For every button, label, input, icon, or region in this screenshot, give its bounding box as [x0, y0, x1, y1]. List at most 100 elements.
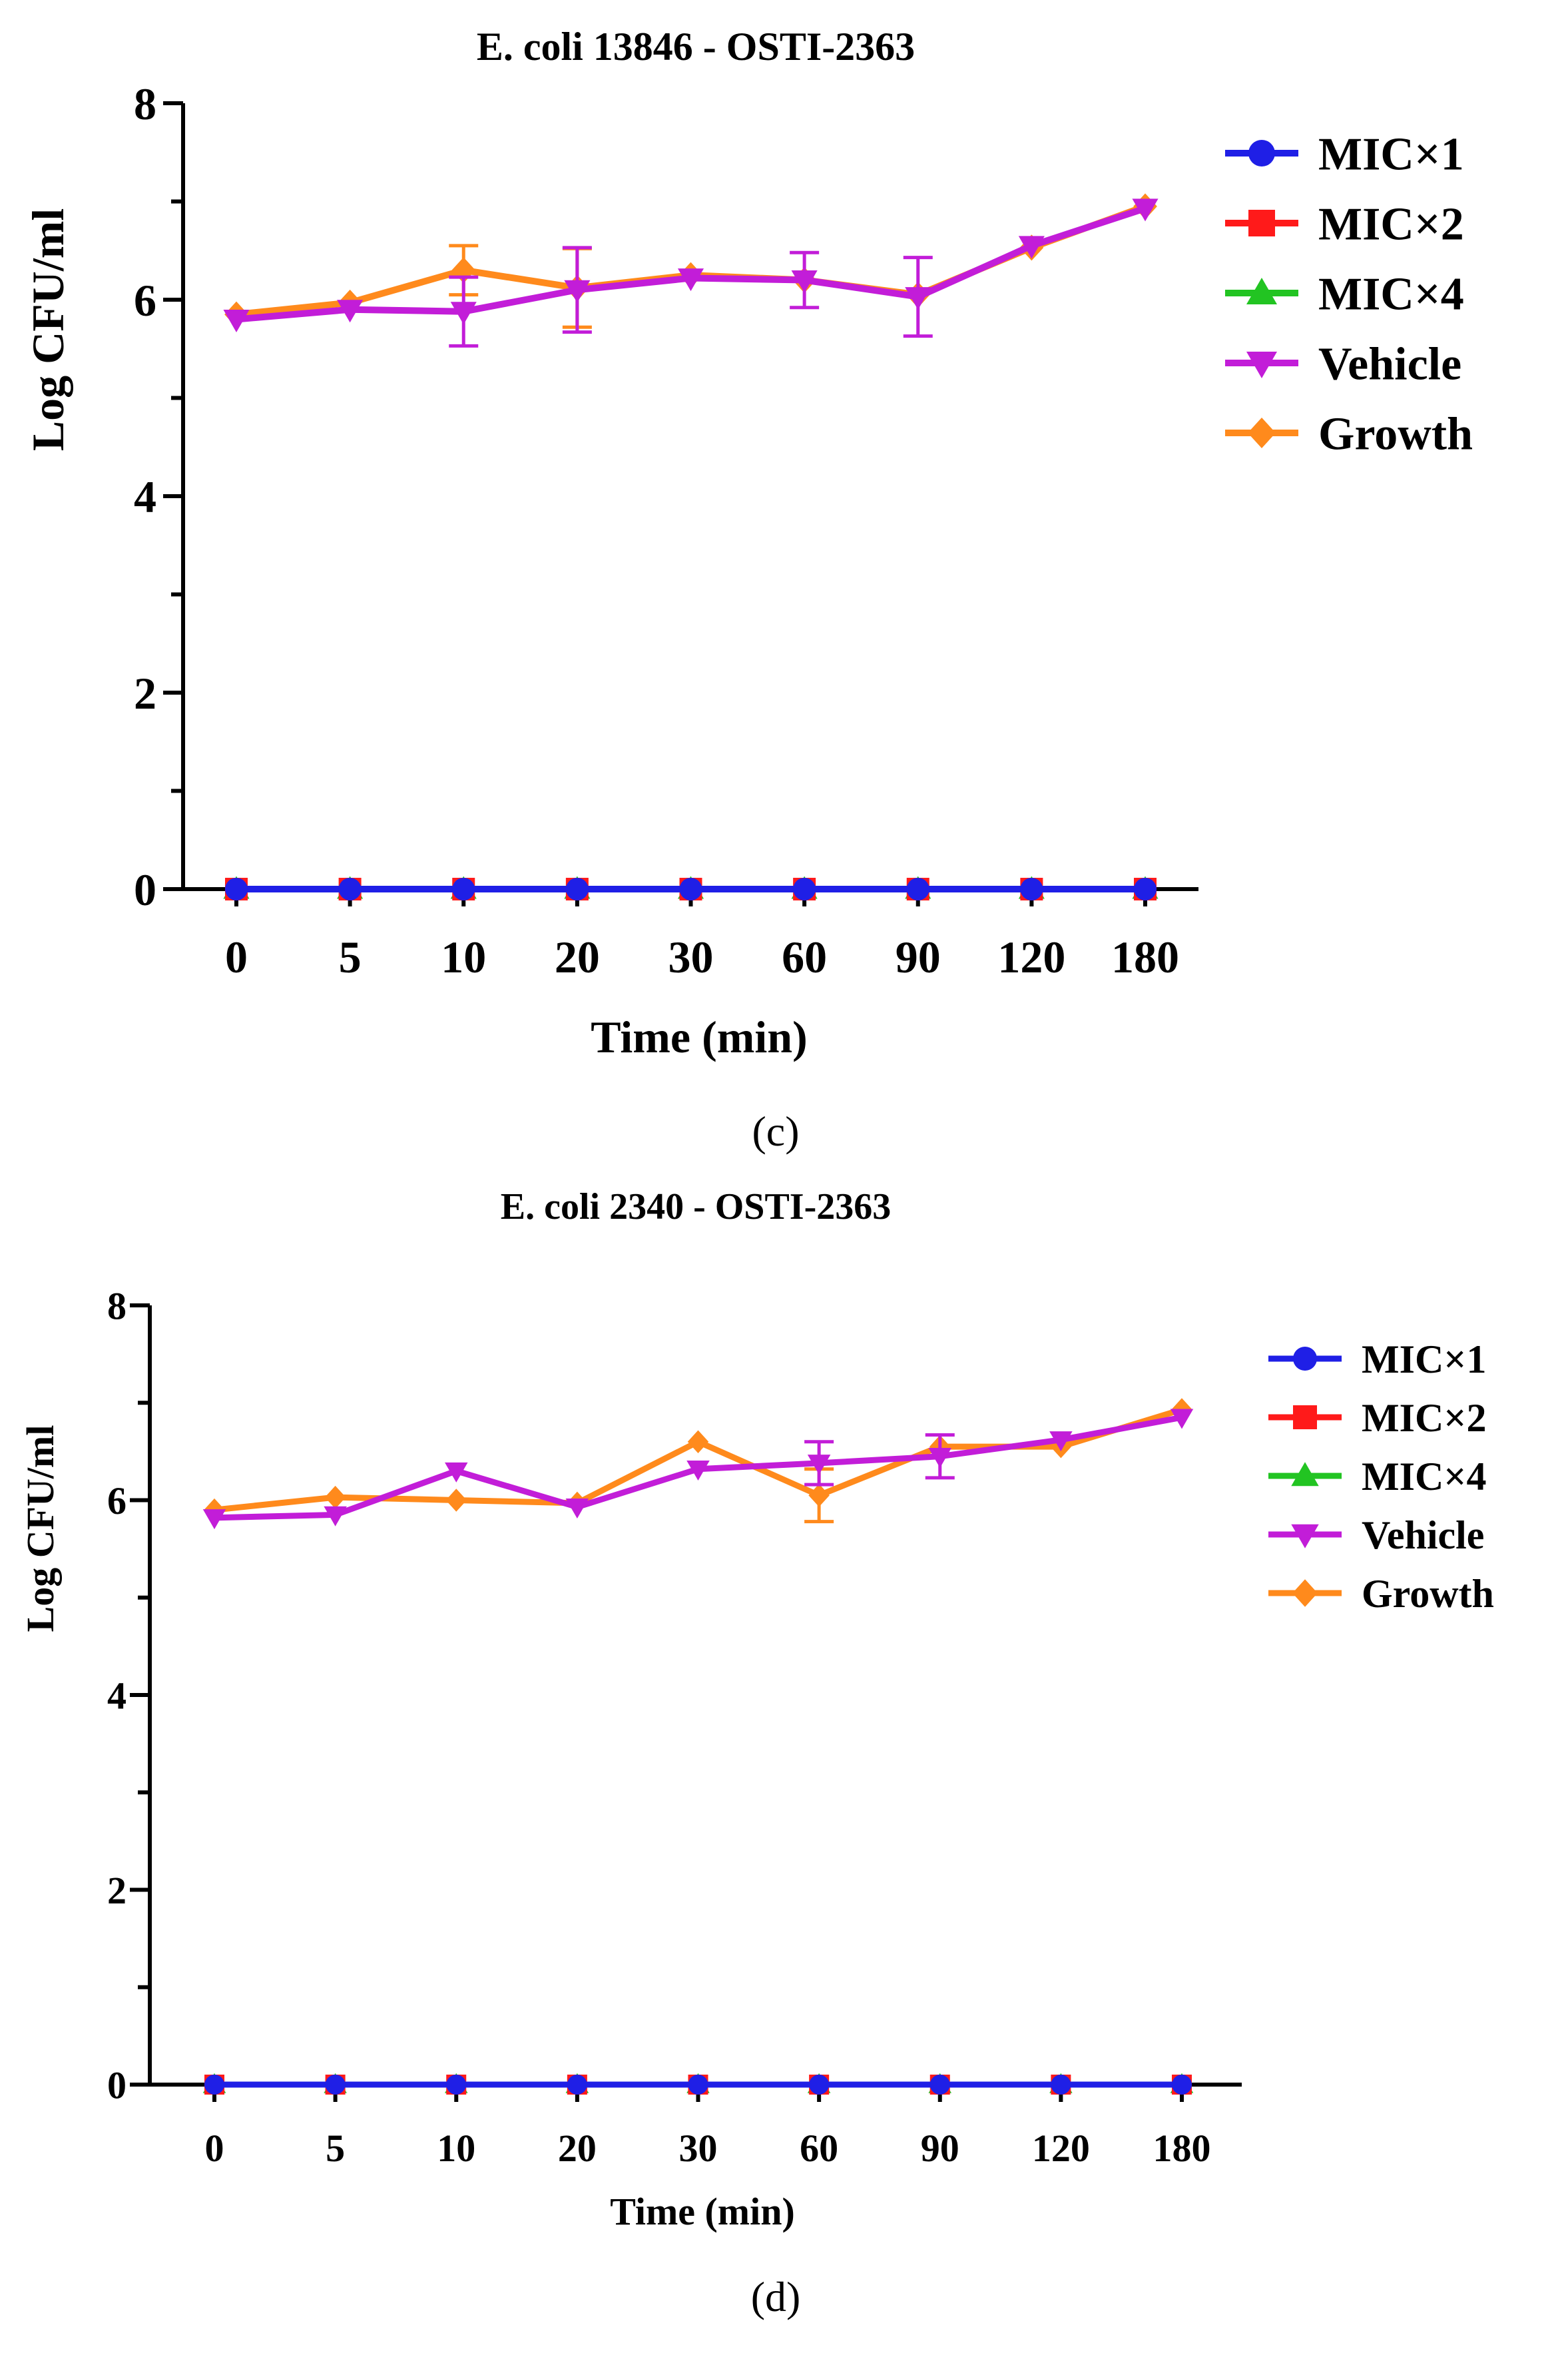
y-tick-label: 2	[134, 668, 156, 719]
legend-label: Vehicle	[1362, 1513, 1484, 1557]
data-point	[1134, 878, 1157, 900]
data-point	[1020, 878, 1043, 900]
data-point	[1170, 1409, 1194, 1429]
data-point	[808, 1483, 830, 1507]
data-point	[567, 2075, 587, 2095]
chart-title: E. coli 13846 - OSTI-2363	[477, 25, 915, 69]
data-point	[446, 2075, 467, 2095]
legend-label: MIC×4	[1318, 269, 1464, 320]
series-vehicle	[202, 1409, 1194, 1530]
data-point	[809, 2075, 830, 2095]
chart-d: E. coli 2340 - OSTI-2363 Log CFU/ml Time…	[19, 1186, 1494, 2320]
data-point	[686, 1460, 710, 1481]
y-tick-label: 4	[134, 472, 156, 522]
chart-c: E. coli 13846 - OSTI-2363 Log CFU/ml Tim…	[23, 25, 1473, 1155]
data-point	[928, 1447, 951, 1468]
legend-item: Growth	[1225, 409, 1473, 460]
data-point	[1172, 2075, 1192, 2095]
legend-marker	[1248, 210, 1275, 236]
legend-item: Vehicle	[1268, 1513, 1484, 1557]
y-tick-label: 6	[107, 1479, 127, 1522]
x-tick-label: 5	[339, 932, 362, 982]
legend-marker	[1292, 1579, 1318, 1607]
series-micx1	[225, 878, 1157, 900]
data-point	[793, 878, 816, 900]
data-point	[445, 1462, 468, 1483]
data-point	[324, 1485, 346, 1509]
legend-marker	[1291, 1462, 1319, 1487]
data-point	[791, 270, 818, 294]
data-point	[807, 1455, 831, 1475]
legend-marker	[1248, 418, 1276, 448]
legend-item: MIC×1	[1225, 129, 1464, 180]
x-tick-label: 10	[441, 932, 486, 982]
y-tick-label: 8	[134, 79, 156, 129]
series-vehicle	[223, 198, 1159, 348]
x-tick-label: 30	[668, 932, 714, 982]
data-point	[679, 878, 702, 900]
legend-label: MIC×1	[1318, 129, 1464, 180]
legend-label: Vehicle	[1318, 339, 1461, 390]
data-point	[325, 2075, 346, 2095]
data-point	[906, 878, 929, 900]
legend-item: MIC×4	[1225, 269, 1464, 320]
chart-title: E. coli 2340 - OSTI-2363	[501, 1186, 891, 1227]
x-axis-label: Time (min)	[591, 1012, 808, 1062]
series-micx1	[204, 2075, 1192, 2095]
x-tick-label: 20	[555, 932, 600, 982]
x-tick-label: 90	[896, 932, 941, 982]
series-growth	[204, 1398, 1192, 1524]
data-point	[564, 280, 591, 303]
data-point	[1049, 1431, 1073, 1452]
panel-caption: (c)	[752, 1108, 799, 1155]
y-axis-label: Log CFU/ml	[19, 1425, 62, 1632]
x-tick-label: 5	[326, 2127, 345, 2170]
legend-item: MIC×2	[1225, 199, 1464, 250]
legend-item: Growth	[1268, 1572, 1494, 1616]
legend-item: MIC×2	[1268, 1396, 1487, 1440]
legend-item: MIC×4	[1268, 1455, 1487, 1499]
data-point	[225, 878, 248, 900]
data-point	[324, 1506, 347, 1526]
y-tick-label: 4	[107, 1674, 127, 1717]
x-tick-label: 0	[205, 2127, 224, 2170]
legend-label: MIC×1	[1362, 1337, 1487, 1381]
data-point	[687, 1430, 709, 1453]
legend-label: MIC×4	[1362, 1455, 1487, 1499]
x-tick-label: 60	[800, 2127, 838, 2170]
data-point	[337, 300, 364, 323]
data-point	[1018, 236, 1045, 259]
x-tick-label: 20	[558, 2127, 597, 2170]
legend-marker	[1246, 278, 1277, 304]
legend-marker	[1248, 140, 1275, 167]
data-point	[905, 287, 931, 310]
y-tick-label: 8	[107, 1284, 127, 1327]
legend-label: MIC×2	[1318, 199, 1464, 250]
y-tick-label: 6	[134, 275, 156, 326]
plot-area: 0 2 4 6 8 0 5 10 20 30 60 90 120 180	[107, 1284, 1242, 2170]
data-point	[452, 878, 475, 900]
legend-marker	[1293, 1405, 1317, 1429]
data-point	[450, 302, 477, 325]
data-point	[445, 1489, 467, 1512]
data-point	[688, 2075, 708, 2095]
legend-item: MIC×1	[1268, 1337, 1487, 1381]
data-point	[1132, 198, 1159, 222]
x-tick-label: 30	[679, 2127, 718, 2170]
x-tick-label: 60	[782, 932, 827, 982]
series-line	[214, 1407, 1183, 1513]
data-point	[677, 268, 704, 292]
y-tick-label: 0	[107, 2063, 127, 2107]
x-tick-label: 120	[1032, 2127, 1090, 2170]
legend-marker	[1246, 352, 1277, 378]
plot-area: 0 2 4 6 8 0 5 10 20 30 60 90 120 180	[134, 79, 1198, 982]
data-point	[565, 878, 589, 900]
data-point	[565, 1498, 589, 1518]
legend-marker	[1293, 1347, 1317, 1371]
data-point	[202, 1509, 226, 1530]
x-tick-label: 90	[921, 2127, 959, 2170]
x-tick-label: 120	[997, 932, 1065, 982]
x-tick-label: 0	[225, 932, 248, 982]
legend-label: Growth	[1362, 1572, 1494, 1616]
